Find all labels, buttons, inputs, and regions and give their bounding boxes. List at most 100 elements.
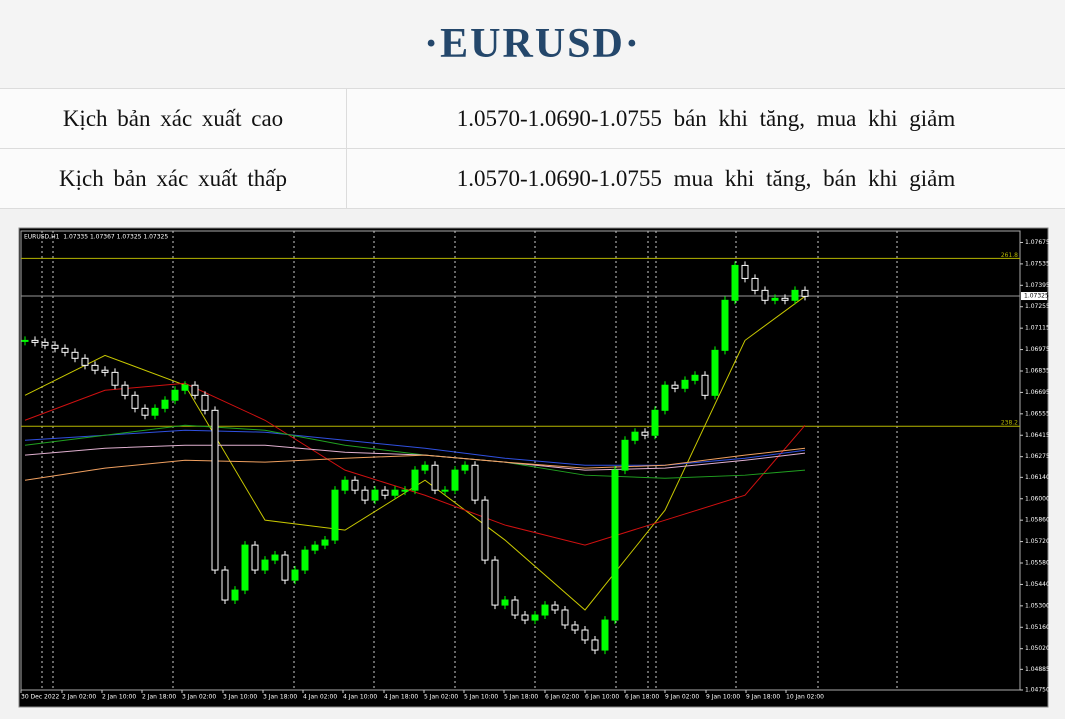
x-tick-label: 5 Jan 10:00 <box>464 694 498 701</box>
x-tick-label: 4 Jan 18:00 <box>384 694 418 701</box>
candle-body <box>221 569 229 601</box>
candle-body <box>731 264 739 301</box>
candle-body <box>101 369 109 373</box>
y-tick-label: 1.06835 <box>1025 367 1050 374</box>
candle-body <box>341 479 349 491</box>
candle-body <box>501 599 509 606</box>
candle-body <box>411 469 419 491</box>
moving-average <box>24 447 806 481</box>
y-tick-label: 1.06140 <box>1025 474 1050 481</box>
candle-body <box>801 289 809 297</box>
y-tick-label: 1.05720 <box>1025 538 1050 545</box>
y-tick-label: 1.07255 <box>1025 303 1050 310</box>
y-tick-label: 1.06000 <box>1025 495 1050 502</box>
candle-body <box>141 407 149 416</box>
candle-body <box>451 469 459 491</box>
y-tick-label: 1.05860 <box>1025 517 1050 524</box>
y-tick-label: 1.07535 <box>1025 260 1050 267</box>
candle-body <box>81 357 89 366</box>
x-tick-label: 30 Dec 2022 <box>21 694 60 701</box>
x-tick-label: 5 Jan 02:00 <box>424 694 458 701</box>
x-tick-label: 3 Jan 18:00 <box>263 694 297 701</box>
candle-body <box>41 341 49 346</box>
x-tick-label: 3 Jan 02:00 <box>182 694 216 701</box>
candle-body <box>111 371 119 386</box>
table-cell: 1.0570-1.0690-1.0755 mua khi tăng, bán k… <box>456 165 956 191</box>
candle-body <box>21 339 29 342</box>
candle-body <box>571 624 579 631</box>
table-cell: Kịch bản xác xuất thấp <box>0 149 347 208</box>
candle-body <box>421 464 429 471</box>
x-tick-label: 4 Jan 02:00 <box>303 694 337 701</box>
candle-body <box>311 544 319 551</box>
x-tick-label: 6 Jan 10:00 <box>585 694 619 701</box>
candle-body <box>271 554 279 561</box>
chart-title: EURUSD,H1 1.07335 1.07367 1.07325 1.0732… <box>24 234 168 241</box>
candle-body <box>481 499 489 561</box>
candle-body <box>781 297 789 301</box>
y-tick-label: 1.05020 <box>1025 645 1050 652</box>
x-tick-label: 4 Jan 10:00 <box>343 694 377 701</box>
candle-body <box>371 489 379 501</box>
candle-body <box>351 479 359 491</box>
candle-body <box>281 554 289 581</box>
candle-body <box>91 364 99 371</box>
x-tick-label: 6 Jan 18:00 <box>625 694 659 701</box>
table-row: Kịch bản xác xuất thấp 1.0570-1.0690-1.0… <box>0 148 1065 209</box>
x-tick-label: 9 Jan 02:00 <box>665 694 699 701</box>
current-price-label: 1.07325 <box>1024 293 1049 300</box>
candle-body <box>651 409 659 436</box>
moving-average <box>24 382 806 546</box>
candle-body <box>211 409 219 571</box>
y-tick-label: 1.06275 <box>1025 453 1050 460</box>
y-tick-label: 1.06555 <box>1025 410 1050 417</box>
candle-body <box>661 384 669 411</box>
candle-body <box>471 464 479 501</box>
candle-body <box>611 469 619 621</box>
candle-body <box>621 439 629 471</box>
y-tick-label: 1.07395 <box>1025 282 1050 289</box>
y-tick-label: 1.07675 <box>1025 239 1050 246</box>
candle-body <box>301 549 309 571</box>
candle-body <box>381 489 389 496</box>
candle-body <box>121 384 129 396</box>
candle-body <box>631 431 639 441</box>
x-tick-label: 6 Jan 02:00 <box>545 694 579 701</box>
candle-body <box>681 379 689 389</box>
candle-body <box>201 394 209 411</box>
candle-body <box>71 351 79 359</box>
candle-body <box>261 559 269 571</box>
y-tick-label: 1.05440 <box>1025 581 1050 588</box>
candle-body <box>551 604 559 611</box>
session-lines <box>41 231 898 690</box>
candle-body <box>511 599 519 616</box>
y-tick-label: 1.04885 <box>1025 666 1050 673</box>
fib-level-label: 238.2 <box>1001 420 1018 427</box>
candle-body <box>31 339 39 343</box>
candle-body <box>391 489 399 496</box>
moving-average <box>24 295 806 611</box>
candle-body <box>581 629 589 641</box>
candle-body <box>721 299 729 351</box>
candle-body <box>171 389 179 401</box>
x-tick-label: 3 Jan 10:00 <box>223 694 257 701</box>
candle-body <box>191 384 199 396</box>
current-price-box <box>1021 292 1047 301</box>
table-cell: Kịch bản xác xuất cao <box>0 89 347 148</box>
candle-body <box>131 394 139 409</box>
candle-body <box>401 489 409 492</box>
candle-body <box>431 464 439 491</box>
candle-body <box>321 539 329 546</box>
candle-body <box>521 614 529 621</box>
x-tick-label: 2 Jan 10:00 <box>102 694 136 701</box>
moving-average <box>24 429 806 466</box>
plot-border <box>20 230 1021 691</box>
candle-body <box>641 431 649 436</box>
page-title: ·EURUSD· <box>0 0 1065 88</box>
candle-body <box>601 619 609 651</box>
x-tick-label: 9 Jan 18:00 <box>746 694 780 701</box>
y-tick-label: 1.05580 <box>1025 560 1050 567</box>
candle-body <box>181 384 189 391</box>
